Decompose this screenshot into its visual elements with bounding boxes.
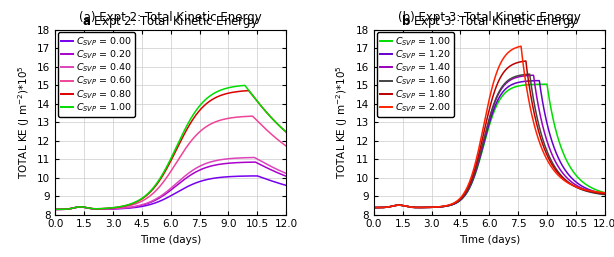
Title: $\bf{a}$ Expt 2: Total Kinetic Energy: $\bf{a}$ Expt 2: Total Kinetic Energy xyxy=(82,13,259,30)
X-axis label: Time (days): Time (days) xyxy=(140,235,201,245)
Y-axis label: TOTAL KE (J m$^{-2}$)*10$^5$: TOTAL KE (J m$^{-2}$)*10$^5$ xyxy=(16,65,31,179)
Title: $\bf{b}$ Expt 3: Total Kinetic Energy: $\bf{b}$ Expt 3: Total Kinetic Energy xyxy=(401,13,578,30)
X-axis label: Time (days): Time (days) xyxy=(459,235,520,245)
Text: (b) Expt 3: Total Kinetic Energy: (b) Expt 3: Total Kinetic Energy xyxy=(398,11,581,24)
Legend: $C_{SVP}$ = 1.00, $C_{SVP}$ = 1.20, $C_{SVP}$ = 1.40, $C_{SVP}$ = 1.60, $C_{SVP}: $C_{SVP}$ = 1.00, $C_{SVP}$ = 1.20, $C_{… xyxy=(377,32,454,117)
Text: (a) Expt 2: Total Kinetic Energy: (a) Expt 2: Total Kinetic Energy xyxy=(79,11,262,24)
Legend: $C_{SVP}$ = 0.00, $C_{SVP}$ = 0.20, $C_{SVP}$ = 0.40, $C_{SVP}$ = 0.60, $C_{SVP}: $C_{SVP}$ = 0.00, $C_{SVP}$ = 0.20, $C_{… xyxy=(58,32,135,117)
Y-axis label: TOTAL KE (J m$^{-2}$)*10$^5$: TOTAL KE (J m$^{-2}$)*10$^5$ xyxy=(335,65,350,179)
